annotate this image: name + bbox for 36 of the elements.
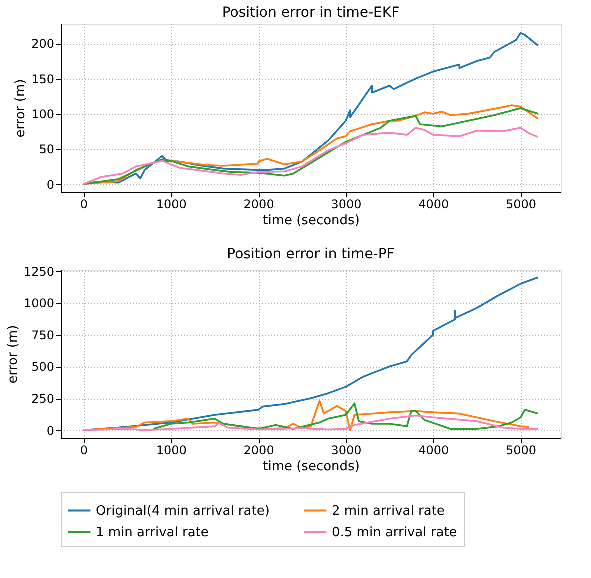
y-tick-label: 150 [32,72,54,86]
y-tick-label: 100 [32,107,54,122]
line-series [82,414,540,432]
x-axis-title: time (seconds) [263,460,360,474]
x-tick-label: 5000 [506,198,537,212]
legend-label: 0.5 min arrival rate [332,526,458,540]
y-tick-label: 1250 [24,264,54,279]
x-tick-label: 4000 [418,444,450,458]
y-tick-label: 0 [46,178,54,192]
y-tick-label: 50 [39,142,54,157]
x-axis-title: time (seconds) [263,214,360,228]
line-series [82,127,540,186]
chart-title: Position error in time-PF [227,246,395,262]
y-axis-title: error (m) [14,79,29,138]
legend-label: 2 min arrival rate [332,504,445,519]
y-tick-label: 750 [32,328,54,342]
y-axis-title: error (m) [6,325,21,384]
x-tick-label: 5000 [506,444,537,458]
x-tick-label: 3000 [331,444,362,458]
x-tick-label: 1000 [156,198,187,212]
y-tick-label: 500 [32,360,54,374]
legend-label: 1 min arrival rate [96,526,209,540]
legend-label: Original(4 min arrival rate) [96,504,270,519]
y-tick-label: 200 [32,37,54,52]
line-series [152,402,540,430]
x-tick-label: 3000 [331,198,362,212]
x-tick-label: 1000 [156,444,187,458]
x-tick-label: 0 [80,198,88,212]
y-tick-label: 1000 [24,296,54,311]
x-tick-label: 2000 [244,444,274,458]
y-tick-label: 0 [46,424,54,438]
x-tick-label: 0 [80,444,88,458]
y-tick-label: 250 [32,392,54,406]
x-tick-label: 4000 [418,198,450,212]
chart-title: Position error in time-EKF [222,5,400,21]
x-tick-label: 2000 [244,198,274,212]
